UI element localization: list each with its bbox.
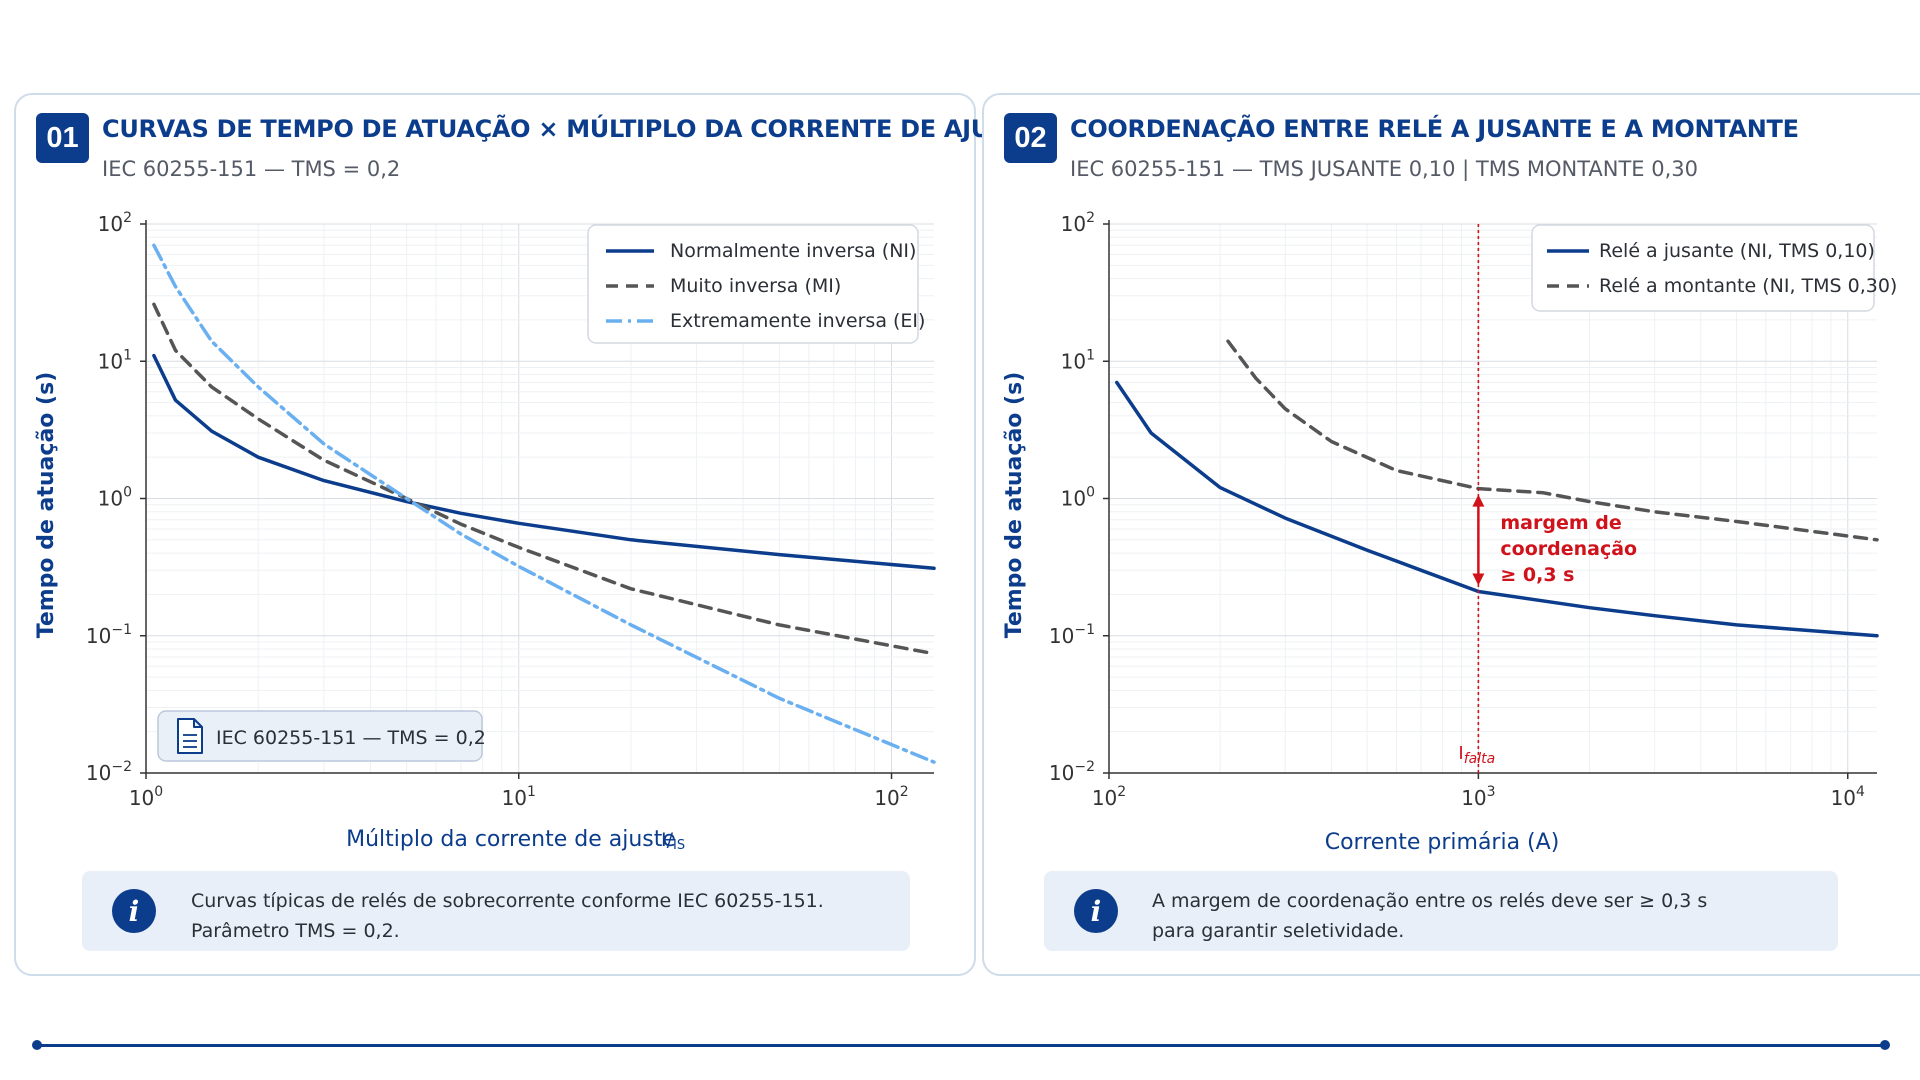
chart-plot-1: 10−2 10−1 100 101 102 100 101 102 Normalmente in… [34, 210, 936, 853]
y-tick-label: 101 [98, 347, 132, 373]
x-tick-label: 100 [129, 784, 163, 810]
fault-current-label: Ifalta [1458, 743, 1495, 767]
margin-arrow-head-up [1472, 494, 1485, 507]
y-tick-label: 10−1 [1049, 622, 1095, 648]
chart-panel-2: 02 COORDENAÇÃO ENTRE RELÉ A JUSANTE E A … [982, 93, 1920, 976]
x-axis-label: Corrente primária (A) [1325, 830, 1560, 855]
panel-title: COORDENAÇÃO ENTRE RELÉ A JUSANTE E A MON… [1070, 115, 1799, 143]
margin-arrow-head-down [1472, 573, 1485, 586]
legend-label: Relé a jusante (NI, TMS 0,10) [1599, 240, 1875, 262]
info-line-2: para garantir seletividade. [1152, 920, 1405, 942]
series-line-1 [1115, 380, 1879, 638]
panel-subtitle: IEC 60255-151 — TMS = 0,2 [102, 157, 401, 181]
divider-dot-right [1880, 1040, 1890, 1050]
x-tick-label: 101 [502, 784, 536, 810]
margin-label: margem de [1500, 512, 1621, 534]
y-tick-label: 10−1 [86, 622, 132, 648]
chart-plot-2: 10−2 10−1 100 101 102 102 103 104 Ifalta margem d… [1002, 210, 1897, 855]
margin-label: coordenação [1500, 538, 1637, 560]
legend-label: Relé a montante (NI, TMS 0,30) [1599, 275, 1897, 297]
info-text: Curvas típicas de relés de sobrecorrente… [191, 886, 824, 946]
info-text: A margem de coordenação entre os relés d… [1152, 886, 1707, 946]
y-tick-label: 10−2 [1049, 759, 1095, 785]
y-tick-label: 102 [98, 210, 132, 236]
x-tick-label: 102 [1092, 784, 1126, 810]
bottom-divider [36, 1044, 1886, 1047]
panel-title: CURVAS DE TEMPO DE ATUAÇÃO × MÚLTIPLO DA… [102, 115, 1040, 143]
x-tick-label: 102 [874, 784, 908, 810]
y-tick-label: 101 [1061, 347, 1095, 373]
series-line-3 [152, 243, 936, 764]
x-tick-label: 104 [1831, 784, 1865, 810]
panel-subtitle: IEC 60255-151 — TMS JUSANTE 0,10 | TMS M… [1070, 157, 1698, 181]
series-line-1 [152, 353, 936, 571]
legend-label: Extremamente inversa (EI) [670, 310, 925, 332]
legend-label: Muito inversa (MI) [670, 275, 841, 297]
y-tick-label: 100 [1061, 485, 1095, 511]
document-icon [177, 718, 203, 754]
info-box: i A margem de coordenação entre os relés… [1044, 871, 1838, 951]
note-box-text: IEC 60255-151 — TMS = 0,2 [216, 727, 486, 749]
info-icon: i [112, 889, 156, 933]
legend-box [1531, 224, 1875, 312]
info-line-2: Parâmetro TMS = 0,2. [191, 920, 400, 942]
note-box [157, 710, 483, 762]
x-axis-symbol: I/IS [661, 829, 685, 853]
info-icon: i [1074, 889, 1118, 933]
x-tick-label: 103 [1461, 784, 1495, 810]
legend-label: Normalmente inversa (NI) [670, 240, 916, 262]
legend-box [587, 224, 919, 344]
margin-label: ≥ 0,3 s [1500, 564, 1574, 586]
chart-panel-1: 01 CURVAS DE TEMPO DE ATUAÇÃO × MÚLTIPLO… [14, 93, 1039, 976]
y-axis-label: Tempo de atuação (s) [1002, 372, 1027, 639]
panel-number-badge: 01 [36, 113, 89, 163]
y-axis-label: Tempo de atuação (s) [34, 372, 59, 639]
y-tick-label: 10−2 [86, 759, 132, 785]
x-axis-label: Múltiplo da corrente de ajuste [346, 827, 676, 852]
info-line-1: A margem de coordenação entre os relés d… [1152, 890, 1708, 912]
y-tick-label: 100 [98, 485, 132, 511]
y-tick-label: 102 [1061, 210, 1095, 236]
info-line-1: Curvas típicas de relés de sobrecorrente… [191, 890, 824, 912]
info-box: i Curvas típicas de relés de sobrecorren… [82, 871, 910, 951]
panel-number-badge: 02 [1004, 113, 1057, 163]
